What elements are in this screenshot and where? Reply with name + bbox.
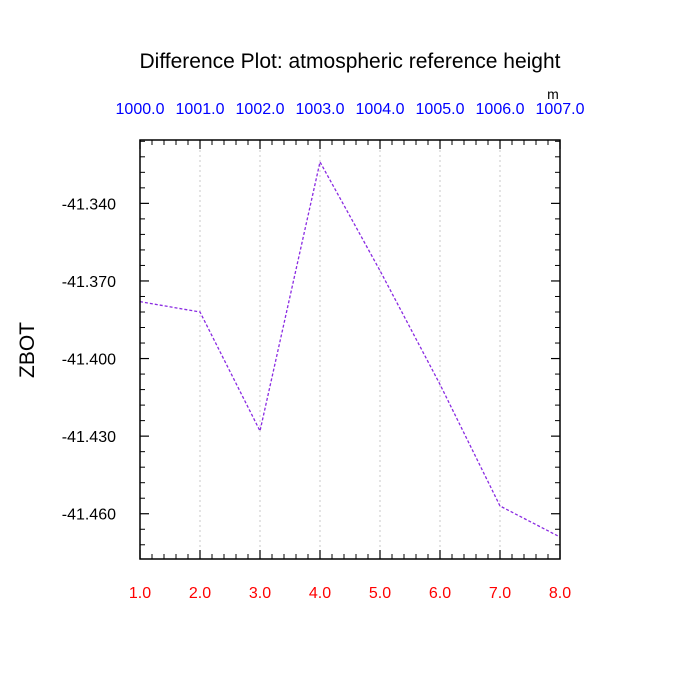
top-tick-label: 1001.0	[176, 101, 225, 118]
y-tick-labels: -41.340 -41.370 -41.400 -41.430 -41.460	[62, 196, 116, 523]
y-tick-label: -41.400	[62, 352, 116, 369]
x-tick-label: 6.0	[429, 585, 451, 602]
ticks-layer	[139, 140, 561, 559]
y-tick-label: -41.430	[62, 429, 116, 446]
x-tick-label: 8.0	[549, 585, 571, 602]
y-tick-label: -41.460	[62, 507, 116, 524]
series-line	[139, 160, 561, 538]
x-tick-label: 1.0	[129, 585, 151, 602]
x-tick-label: 3.0	[249, 585, 271, 602]
y-axis-label: ZBOT	[16, 322, 39, 378]
x-tick-label: 4.0	[309, 585, 331, 602]
top-tick-label: 1002.0	[236, 101, 285, 118]
x-tick-label: 5.0	[369, 585, 391, 602]
top-tick-label: 1005.0	[416, 101, 465, 118]
top-tick-label: 1003.0	[296, 101, 345, 118]
bottom-tick-labels: 1.0 2.0 3.0 4.0 5.0 6.0 7.0 8.0	[129, 585, 571, 602]
top-tick-label: 1006.0	[476, 101, 525, 118]
grid-layer	[199, 140, 501, 559]
top-tick-label: 1000.0	[116, 101, 165, 118]
y-tick-label: -41.370	[62, 274, 116, 291]
x-tick-label: 2.0	[189, 585, 211, 602]
top-tick-labels: 1000.0 1001.0 1002.0 1003.0 1004.0 1005.0 1006…	[116, 101, 585, 118]
top-tick-label: 1004.0	[356, 101, 405, 118]
chart-title: Difference Plot: atmospheric reference h…	[139, 50, 560, 73]
plot-frame	[139, 139, 561, 560]
series-layer	[139, 160, 561, 538]
top-tick-label: 1007.0	[536, 101, 585, 118]
y-tick-label: -41.340	[62, 196, 116, 213]
top-axis-unit-label: m	[547, 86, 559, 102]
x-tick-label: 7.0	[489, 585, 511, 602]
